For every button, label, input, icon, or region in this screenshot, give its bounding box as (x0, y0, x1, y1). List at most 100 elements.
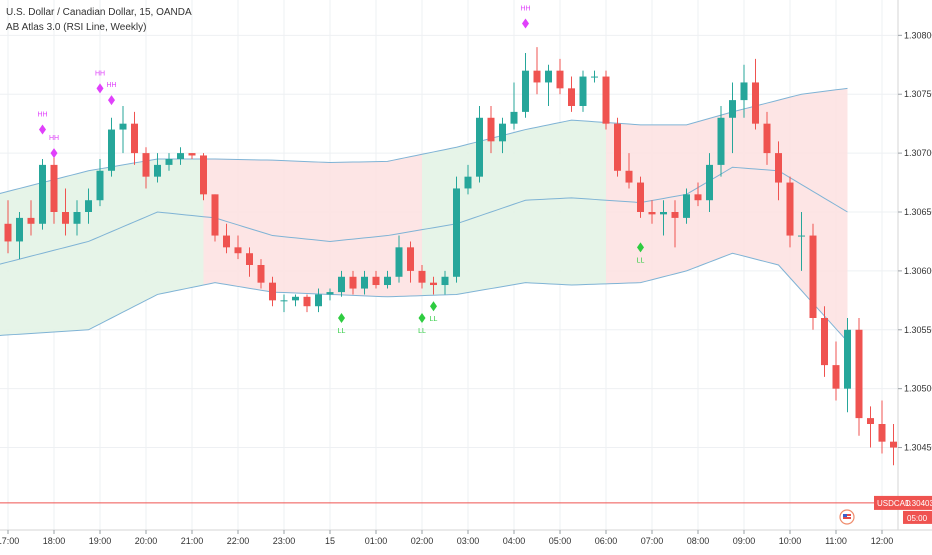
timezone-flag-icon[interactable] (839, 509, 855, 525)
candle (671, 200, 679, 248)
candle (269, 276, 276, 307)
candle-body (453, 188, 460, 277)
band-fill-bull (422, 120, 606, 296)
time-tick-label: 10:00 (779, 536, 802, 546)
candle-body (50, 164, 58, 212)
candle-body (832, 365, 840, 389)
time-tick-label: 15 (325, 536, 335, 546)
band-lines (0, 87, 848, 342)
candle (522, 53, 529, 118)
last-price-badge-bg (874, 495, 932, 510)
candle-body (729, 100, 736, 118)
band-upper-line (0, 87, 848, 194)
time-tick-label: 23:00 (273, 536, 296, 546)
candle-body (855, 329, 863, 419)
candle-body (223, 235, 230, 248)
time-scale[interactable]: 17:00 18:00 19:00 20:00 21:00 22:00 23:00 15 01:… (0, 530, 893, 546)
marker-diamond (522, 18, 529, 29)
candle (223, 223, 230, 254)
candle-body (637, 182, 644, 212)
candle-body (625, 170, 633, 183)
candle (177, 147, 184, 165)
candle-body (430, 282, 437, 286)
time-tick-label: 04:00 (503, 536, 526, 546)
higher-high-marker: HH (95, 70, 105, 94)
marker-diamond (50, 148, 58, 159)
candle-body (821, 318, 828, 366)
candle (338, 270, 345, 297)
candle (108, 117, 115, 177)
candle-body (579, 76, 587, 106)
candle-body (798, 235, 805, 237)
candle (234, 235, 242, 260)
candle-body (154, 164, 161, 177)
candle-body (775, 153, 782, 183)
time-tick-label: 09:00 (733, 536, 756, 546)
candle-body (533, 70, 541, 83)
marker-diamond (637, 242, 644, 253)
candle-body (844, 329, 851, 389)
candle (683, 188, 690, 224)
candle-body (752, 82, 759, 124)
time-tick-label: 05:00 (549, 536, 572, 546)
candle (246, 247, 253, 277)
candle (533, 47, 541, 95)
candle-body (545, 70, 552, 83)
candle-body (648, 212, 656, 215)
marker-label: HH (106, 82, 116, 89)
candle (4, 200, 12, 254)
time-tick-label: 22:00 (227, 536, 250, 546)
marker-diamond (338, 313, 345, 323)
candle-body (200, 155, 207, 195)
candle-body (671, 212, 679, 218)
candle (441, 270, 449, 295)
symbol-title[interactable]: U.S. Dollar / Canadian Dollar, 15, OANDA (6, 7, 192, 18)
candle (476, 106, 483, 183)
candle (303, 294, 311, 313)
marker-label: LL (637, 257, 645, 264)
candle-body (292, 296, 299, 301)
marker-label: HH (37, 112, 47, 119)
higher-high-marker: HH (37, 112, 48, 135)
band-fill-bear (606, 88, 848, 342)
candle (660, 200, 667, 236)
lower-low-marker: LL (430, 301, 437, 323)
indicator-title[interactable]: AB Atlas 3.0 (RSI Line, Weekly) (6, 22, 147, 33)
flag-stripe-mid (843, 517, 851, 519)
candle-body (890, 441, 897, 448)
candle (579, 70, 587, 112)
candle (878, 400, 886, 454)
candle (637, 176, 644, 218)
candle-body (706, 164, 713, 201)
candle (349, 270, 357, 295)
candle-body (487, 117, 495, 142)
time-tick-label: 20:00 (135, 536, 158, 546)
time-tick-label: 03:00 (457, 536, 480, 546)
candle-body (395, 247, 403, 277)
candle-body (372, 276, 380, 286)
candle-body (303, 296, 311, 307)
candle-body (809, 235, 817, 318)
candle (119, 106, 127, 154)
candle (418, 265, 426, 289)
candle-body (4, 223, 12, 242)
flag-canton (843, 514, 847, 517)
time-tick-label: 02:00 (411, 536, 434, 546)
candle-body (476, 117, 483, 177)
candle-body (27, 217, 35, 224)
candle (73, 200, 81, 236)
candle-body (464, 176, 472, 189)
candle (292, 294, 299, 307)
candle (763, 111, 771, 165)
price-tick-label: 1.30750 (904, 89, 932, 99)
candle-body (234, 247, 242, 254)
higher-high-marker: HH (106, 82, 117, 106)
candle (315, 288, 322, 313)
price-scale[interactable]: 1.30800 1.30750 1.30700 1.30650 1.30600 1.305… (898, 30, 932, 453)
candle (165, 153, 173, 171)
marker-diamond (39, 124, 46, 135)
candle-body (246, 253, 253, 265)
